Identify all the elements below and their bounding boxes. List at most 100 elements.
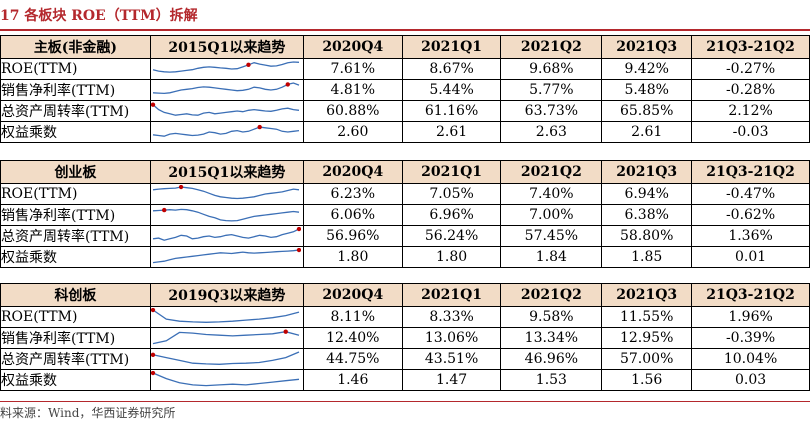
value-cell: 9.68% (500, 58, 603, 80)
table-row: 权益乘数 2.60 2.61 2.63 2.61 -0.03 (0, 121, 810, 143)
sparkline-cell (149, 79, 304, 101)
column-header: 2020Q4 (302, 283, 403, 307)
value-cell: 12.95% (601, 327, 693, 349)
sparkline-series (152, 372, 299, 387)
section-header-row: 创业板 2015Q1以来趋势 2020Q4 2021Q1 2021Q2 2021Q3 21Q… (0, 160, 810, 184)
row-label: 销售净利率(TTM) (0, 204, 151, 226)
sparkline-marker (151, 371, 156, 376)
row-label: ROE(TTM) (0, 183, 151, 205)
value-cell: 11.55% (601, 306, 693, 328)
value-cell: 43.51% (401, 348, 502, 370)
sparkline-cell (149, 327, 304, 349)
value-cell: 61.16% (401, 100, 502, 122)
column-header: 2021Q3 (601, 35, 693, 59)
sparkline-marker (161, 207, 167, 213)
value-cell: 44.75% (302, 348, 403, 370)
sparkline-marker (283, 329, 288, 334)
value-cell: 12.40% (302, 327, 403, 349)
trend-header: 2015Q1以来趋势 (149, 35, 304, 59)
sparkline-cell (149, 348, 304, 370)
sparkline (152, 82, 300, 95)
sparkline-series (152, 82, 300, 95)
sparkline-series (152, 208, 299, 222)
trend-header: 2015Q1以来趋势 (149, 160, 304, 184)
column-header: 21Q3-21Q2 (691, 35, 810, 59)
value-cell: 1.53 (500, 369, 603, 391)
row-label: 权益乘数 (0, 121, 151, 143)
sparkline (151, 102, 299, 116)
source-note: 料来源：Wind，华西证券研究所 (0, 406, 176, 420)
value-cell: 46.96% (500, 348, 603, 370)
value-cell: 5.48% (601, 79, 693, 101)
sparkline (151, 308, 300, 323)
row-label: 权益乘数 (0, 246, 151, 268)
value-cell: 0.03 (691, 369, 810, 391)
sparkline-marker (178, 185, 184, 190)
value-cell: 65.85% (601, 100, 693, 122)
value-cell: 1.56 (601, 369, 693, 391)
value-cell: -0.62% (691, 204, 810, 226)
sparkline-series (152, 61, 299, 73)
column-header: 2021Q2 (500, 35, 603, 59)
row-label: 总资产周转率(TTM) (0, 348, 151, 370)
bottom-divider (0, 401, 810, 402)
column-header: 2020Q4 (302, 35, 403, 59)
sparkline (152, 185, 299, 200)
trend-header: 2019Q3以来趋势 (149, 283, 304, 307)
column-header: 2021Q1 (401, 160, 502, 184)
sparkline-series (152, 309, 300, 323)
sparkline (152, 248, 301, 264)
value-cell: 8.67% (401, 58, 502, 80)
column-header: 2021Q1 (401, 283, 502, 307)
sparkline-marker (257, 124, 262, 130)
sparkline-series (152, 186, 299, 200)
sparkline-marker (151, 308, 156, 313)
section-name: 科创板 (0, 283, 151, 307)
table-row: ROE(TTM) 7.61% 8.67% 9.68% 9.42% -0.27% (0, 58, 810, 80)
column-header: 2021Q2 (500, 283, 603, 307)
value-cell: 2.61 (601, 121, 693, 143)
sparkline-marker (296, 248, 301, 253)
value-cell: 58.80% (601, 225, 693, 247)
sparkline (152, 329, 300, 345)
section-name: 主板(非金融) (0, 35, 151, 59)
value-cell: 7.40% (500, 183, 603, 205)
section-header-row: 主板(非金融) 2015Q1以来趋势 2020Q4 2021Q1 2021Q2 2021Q… (0, 35, 810, 59)
table-row: ROE(TTM) 6.23% 7.05% 7.40% 6.94% -0.47% (0, 183, 810, 205)
value-cell: 7.00% (500, 204, 603, 226)
value-cell: 2.61 (401, 121, 502, 143)
value-cell: 1.85 (601, 246, 693, 268)
sparkline-marker (151, 352, 156, 357)
value-cell: 4.81% (302, 79, 403, 101)
column-header: 2021Q3 (601, 283, 693, 307)
sparkline (152, 207, 299, 222)
value-cell: 57.45% (500, 225, 603, 247)
value-cell: 1.47 (401, 369, 502, 391)
table-row: 总资产周转率(TTM) 60.88% 61.16% 63.73% 65.85% 2.12% (0, 100, 810, 122)
sparkline-series (152, 331, 300, 345)
sparkline-marker (151, 102, 156, 107)
column-header: 21Q3-21Q2 (691, 160, 810, 184)
table-row: ROE(TTM) 8.11% 8.33% 9.58% 11.55% 1.96% (0, 306, 810, 328)
value-cell: 6.38% (601, 204, 693, 226)
value-cell: 10.04% (691, 348, 810, 370)
value-cell: 6.94% (601, 183, 693, 205)
value-cell: 8.11% (302, 306, 403, 328)
value-cell: 1.80 (401, 246, 502, 268)
value-cell: 2.12% (691, 100, 810, 122)
sparkline-marker (246, 62, 251, 67)
value-cell: 6.96% (401, 204, 502, 226)
value-cell: 8.33% (401, 306, 502, 328)
sparkline-cell (149, 183, 304, 205)
value-cell: 1.84 (500, 246, 603, 268)
value-cell: 63.73% (500, 100, 603, 122)
value-cell: -0.28% (691, 79, 810, 101)
value-cell: 1.80 (302, 246, 403, 268)
sparkline-series (152, 228, 300, 241)
value-cell: 56.96% (302, 225, 403, 247)
value-cell: 6.06% (302, 204, 403, 226)
value-cell: 7.05% (401, 183, 502, 205)
sparkline (152, 61, 299, 73)
value-cell: 13.06% (401, 327, 502, 349)
table-row: 权益乘数 1.46 1.47 1.53 1.56 0.03 (0, 369, 810, 391)
